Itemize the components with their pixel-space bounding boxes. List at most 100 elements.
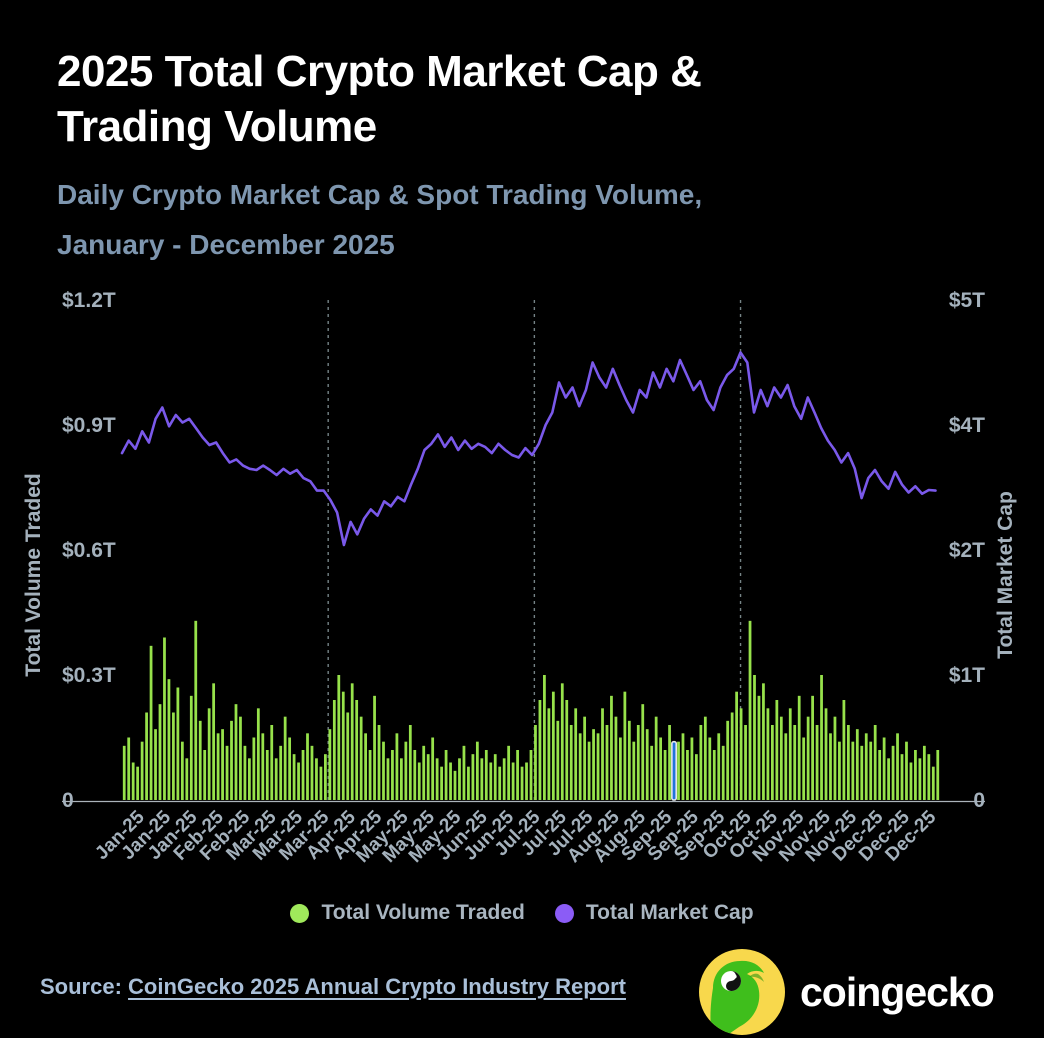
volume-bar [583, 716, 587, 800]
volume-bar [458, 758, 461, 800]
volume-bar [520, 766, 524, 800]
volume-bar [578, 733, 582, 800]
volume-bar [829, 733, 832, 800]
legend-label-marketcap: Total Market Cap [585, 901, 754, 924]
volume-bar [753, 675, 756, 800]
volume-bar [288, 737, 292, 800]
volume-bar [355, 700, 359, 800]
volume-bar [440, 766, 443, 800]
volume-bar [610, 695, 613, 800]
y-tick-right: $5T [949, 289, 985, 312]
volume-bar [511, 762, 515, 800]
volume-bar [189, 695, 193, 800]
volume-bar [695, 754, 698, 800]
volume-bar [650, 745, 654, 800]
volume-bar [167, 679, 171, 800]
volume-bar [239, 716, 242, 800]
volume-bar [399, 758, 403, 800]
volume-bar [252, 737, 256, 800]
volume-bar [176, 687, 180, 800]
volume-bar [145, 712, 148, 800]
volume-bar [547, 708, 551, 800]
volume-bar [654, 716, 658, 800]
volume-bar [793, 725, 797, 800]
volume-bar [905, 741, 908, 800]
volume-bar [131, 762, 135, 800]
volume-bar [382, 741, 385, 800]
volume-bar [543, 675, 546, 800]
volume-bar [560, 683, 564, 800]
volume-bar [194, 620, 198, 800]
volume-bar [435, 758, 439, 800]
volume-bar [882, 737, 886, 800]
volume-bar [122, 745, 126, 800]
volume-bar [659, 737, 663, 800]
volume-bar [234, 704, 238, 800]
volume-bar [565, 700, 569, 800]
volume-bar [212, 683, 216, 800]
volume-bar [623, 691, 627, 800]
volume-bar [507, 745, 511, 800]
volume-bar [918, 758, 922, 800]
volume-bar [663, 750, 667, 800]
volume-bar [636, 725, 640, 800]
volume-bar [677, 741, 680, 800]
volume-bar [878, 750, 882, 800]
volume-bar [775, 700, 779, 800]
volume-bar [842, 700, 846, 800]
volume-bar [359, 716, 363, 800]
volume-bar [873, 725, 877, 800]
volume-bar [364, 733, 367, 800]
y-tick-right: $1T [949, 664, 985, 687]
volume-bar [198, 720, 202, 800]
source-report-link[interactable]: CoinGecko 2025 Annual Crypto Industry Re… [128, 974, 626, 999]
y-tick-right: $4T [949, 414, 985, 437]
volume-bar [574, 708, 578, 800]
volume-bar [301, 750, 305, 800]
volume-bar [748, 620, 752, 800]
volume-bar [851, 741, 855, 800]
volume-bar [931, 766, 935, 800]
volume-bar [686, 750, 689, 800]
volume-bar [391, 750, 394, 800]
volume-bar [163, 637, 166, 800]
volume-bar [534, 725, 537, 800]
volume-bar [712, 750, 716, 800]
volume-bar [467, 766, 470, 800]
volume-bar [404, 741, 408, 800]
volume-bar [569, 725, 573, 800]
volume-bar [292, 754, 296, 800]
subtitle-line-2: January - December 2025 [57, 229, 395, 260]
volume-bar [350, 683, 354, 800]
volume-bar [341, 691, 345, 800]
volume-bar [730, 712, 734, 800]
y-tick-right: $2T [949, 539, 985, 562]
volume-bar [256, 708, 260, 800]
legend-item-volume: Total Volume Traded [290, 901, 525, 925]
volume-bar [328, 729, 332, 800]
page-subtitle: Daily Crypto Market Cap & Spot Trading V… [57, 170, 702, 270]
volume-bar [498, 766, 502, 800]
volume-bar [627, 720, 631, 800]
volume-bar [270, 725, 274, 800]
selected-volume-bar [671, 740, 678, 801]
volume-bar [721, 745, 725, 800]
volume-bar [154, 729, 157, 800]
volume-bar [936, 750, 940, 800]
volume-bar [538, 700, 542, 800]
volume-bar [846, 725, 850, 800]
volume-bar [838, 741, 841, 800]
y-tick-right: 0 [973, 789, 985, 812]
volume-bar [601, 708, 604, 800]
volume-bar [525, 762, 528, 800]
volume-bar [690, 737, 694, 800]
volume-bar [180, 741, 184, 800]
volume-bar [225, 745, 229, 800]
volume-bar [757, 695, 761, 800]
volume-bar [641, 704, 645, 800]
volume-bar [896, 733, 899, 800]
legend-label-volume: Total Volume Traded [321, 901, 525, 924]
volume-bar [744, 725, 747, 800]
source-line: Source: CoinGecko 2025 Annual Crypto Ind… [40, 974, 626, 1000]
